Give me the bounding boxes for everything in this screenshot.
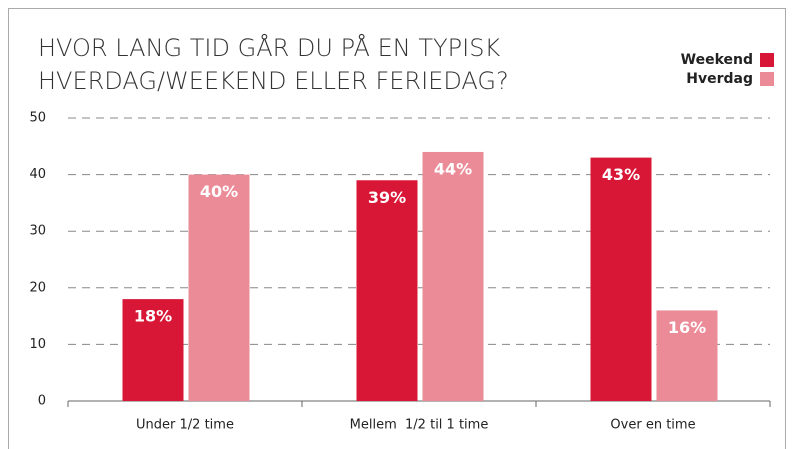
x-tick-label: Under 1/2 time (136, 418, 234, 433)
bar (422, 151, 484, 401)
value-label: 16% (668, 318, 706, 337)
bar (590, 157, 652, 401)
value-label: 40% (200, 182, 238, 201)
value-label: 44% (434, 159, 472, 178)
y-tick-label: 10 (29, 337, 46, 352)
legend-swatch (760, 72, 774, 86)
chart-title: HVOR LANG TID GÅR DU PÅ EN TYPISK (38, 33, 500, 62)
bar (188, 174, 250, 401)
x-tick-label: Mellem 1/2 til 1 time (350, 418, 489, 433)
y-tick-label: 50 (29, 111, 46, 126)
value-label: 18% (134, 307, 172, 326)
legend-swatch (760, 53, 774, 67)
bar (122, 299, 184, 401)
value-label: 43% (602, 165, 640, 184)
chart-title: HVERDAG/WEEKEND ELLER FERIEDAG? (38, 67, 509, 95)
bar (656, 310, 718, 401)
y-tick-label: 30 (29, 224, 46, 239)
frame (8, 8, 786, 449)
bar (356, 180, 418, 401)
x-tick-label: Over en time (610, 418, 695, 433)
y-tick-label: 40 (29, 167, 46, 182)
y-tick-label: 0 (38, 394, 46, 409)
legend-label: Hverdag (686, 71, 753, 87)
legend-label: Weekend (681, 52, 753, 68)
y-tick-label: 20 (29, 280, 46, 295)
value-label: 39% (368, 188, 406, 207)
